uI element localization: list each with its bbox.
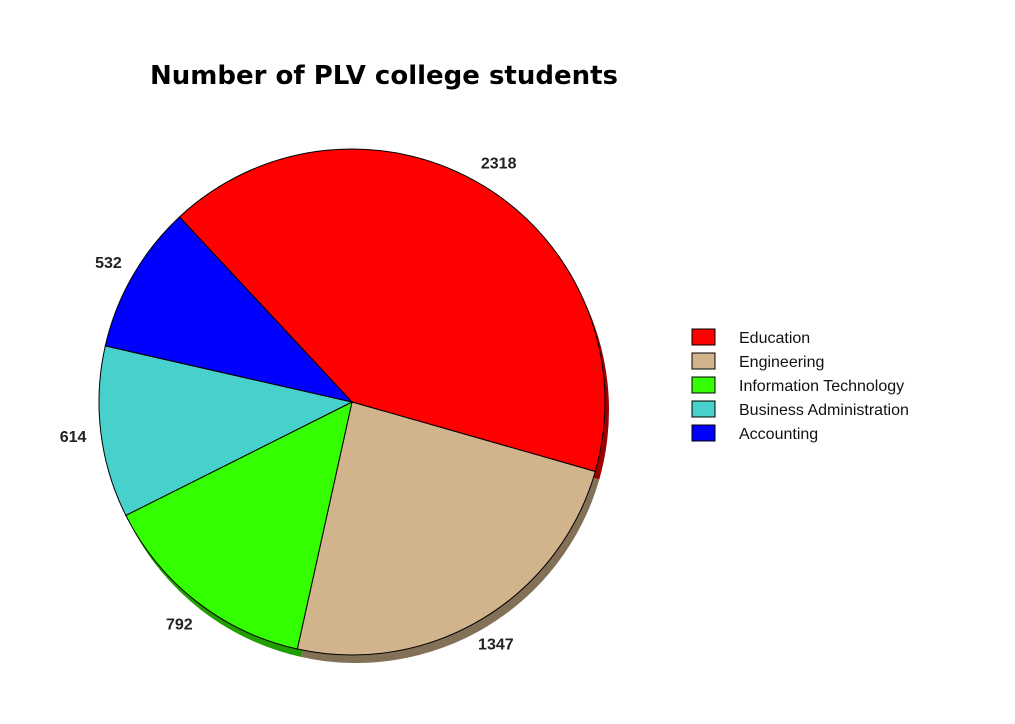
legend-swatch-education: [691, 328, 716, 346]
legend-swatch-business-administration: [691, 400, 716, 418]
slice-business-administration: [98, 345, 354, 517]
slice-label-education: 2318: [481, 155, 517, 172]
slice-education: [178, 148, 606, 473]
legend: Education Engineering Information Technolo…: [691, 328, 909, 443]
legend-label-engineering: Engineering: [739, 354, 824, 371]
slice-information-technology: [125, 401, 353, 650]
slice-engineering: [296, 401, 596, 656]
pie-slices: [98, 148, 606, 656]
chart-title: Number of PLV college students: [150, 61, 618, 91]
slice-label-information-technology: 792: [166, 617, 193, 634]
slice-labels: 2318 1347 792 614 532: [60, 155, 517, 653]
slice-accounting: [104, 216, 354, 403]
legend-swatch-engineering: [691, 352, 716, 370]
legend-label-accounting: Accounting: [739, 426, 818, 443]
slice-label-accounting: 532: [95, 255, 122, 272]
slice-label-business-administration: 614: [60, 429, 87, 446]
legend-swatch-information-technology: [691, 376, 716, 394]
legend-label-business-administration: Business Administration: [739, 402, 909, 419]
legend-label-education: Education: [739, 330, 810, 347]
slice-label-engineering: 1347: [478, 636, 514, 653]
legend-swatch-accounting: [691, 424, 716, 442]
legend-label-information-technology: Information Technology: [739, 378, 904, 395]
